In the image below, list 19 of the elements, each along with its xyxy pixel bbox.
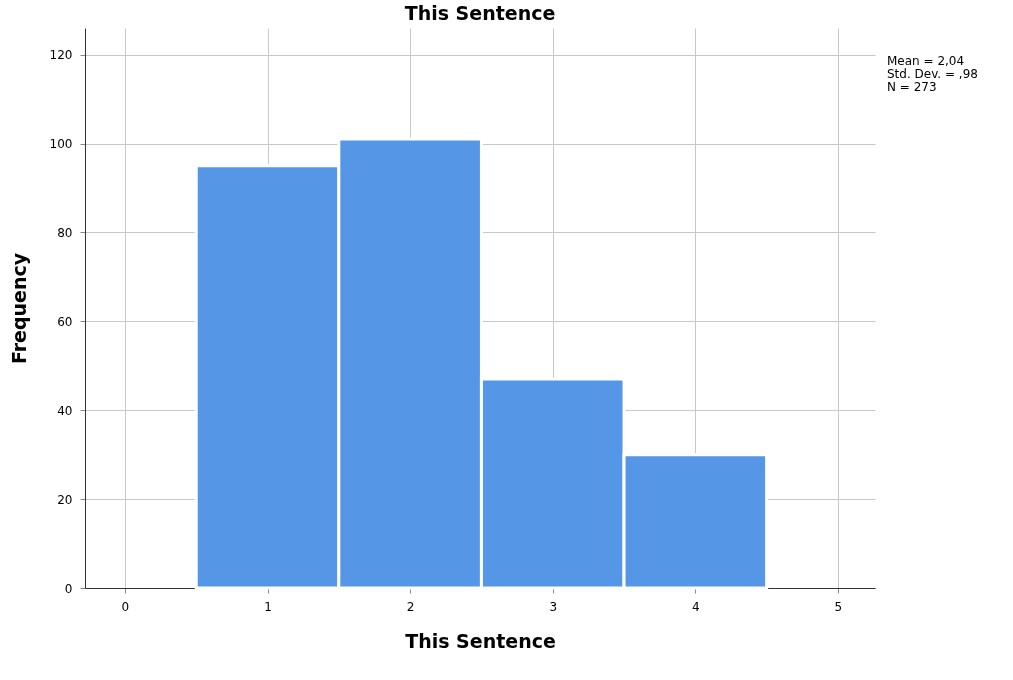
y-tick-label: 40 (57, 403, 73, 418)
y-tick-label: 100 (49, 137, 73, 152)
y-tick-label: 120 (49, 48, 73, 63)
text: Std. Dev. = ,98 (887, 67, 978, 81)
y-axis-title: Frequency (7, 252, 30, 365)
text: N = 273 (887, 80, 937, 94)
text: Mean = 2,04 (887, 54, 965, 68)
y-tick-label: 20 (57, 492, 73, 507)
y-tick-label: 60 (57, 314, 73, 329)
y-tick-label: 0 (64, 581, 73, 596)
y-tick-label: 80 (57, 225, 73, 240)
chart-title: This Sentence (404, 2, 556, 24)
x-tick-label: 0 (121, 599, 130, 614)
x-tick-label: 4 (692, 599, 700, 614)
x-tick-label: 1 (264, 599, 272, 614)
x-tick-label: 5 (834, 599, 843, 614)
x-tick-label: 3 (549, 599, 558, 614)
x-tick-label: 2 (406, 599, 415, 614)
x-axis-title: This Sentence (405, 629, 556, 652)
